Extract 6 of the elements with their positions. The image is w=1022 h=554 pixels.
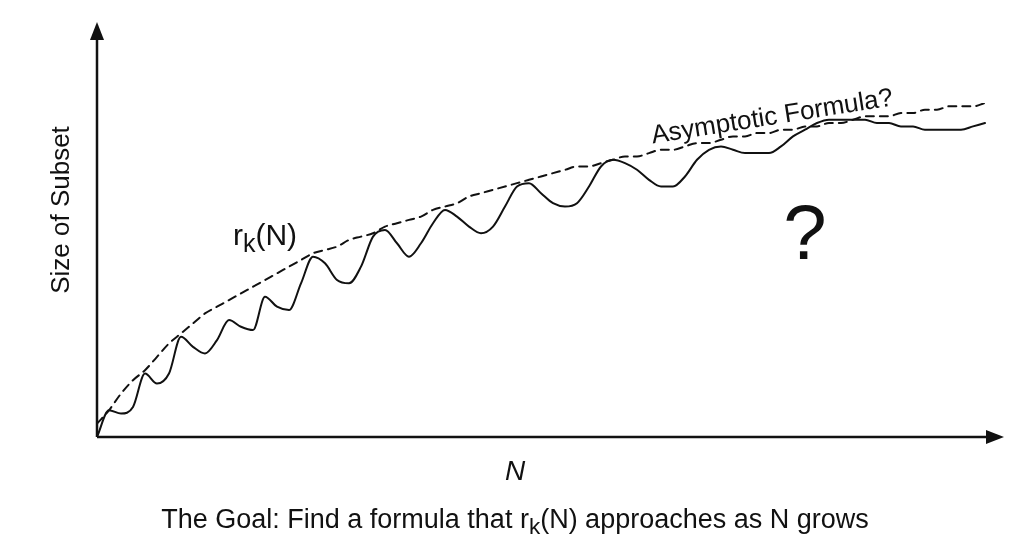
text: The Goal: Find a formula that r$_{k}$(N) approaches as N grows (161, 503, 869, 541)
x-axis-title: N (504, 455, 526, 487)
annotation: ? (783, 186, 827, 278)
series-label: r$_{k}$(N) (232, 218, 298, 258)
y-axis-title: Size of Subset (44, 126, 76, 294)
text: Asymptotic Formula? (648, 81, 896, 151)
